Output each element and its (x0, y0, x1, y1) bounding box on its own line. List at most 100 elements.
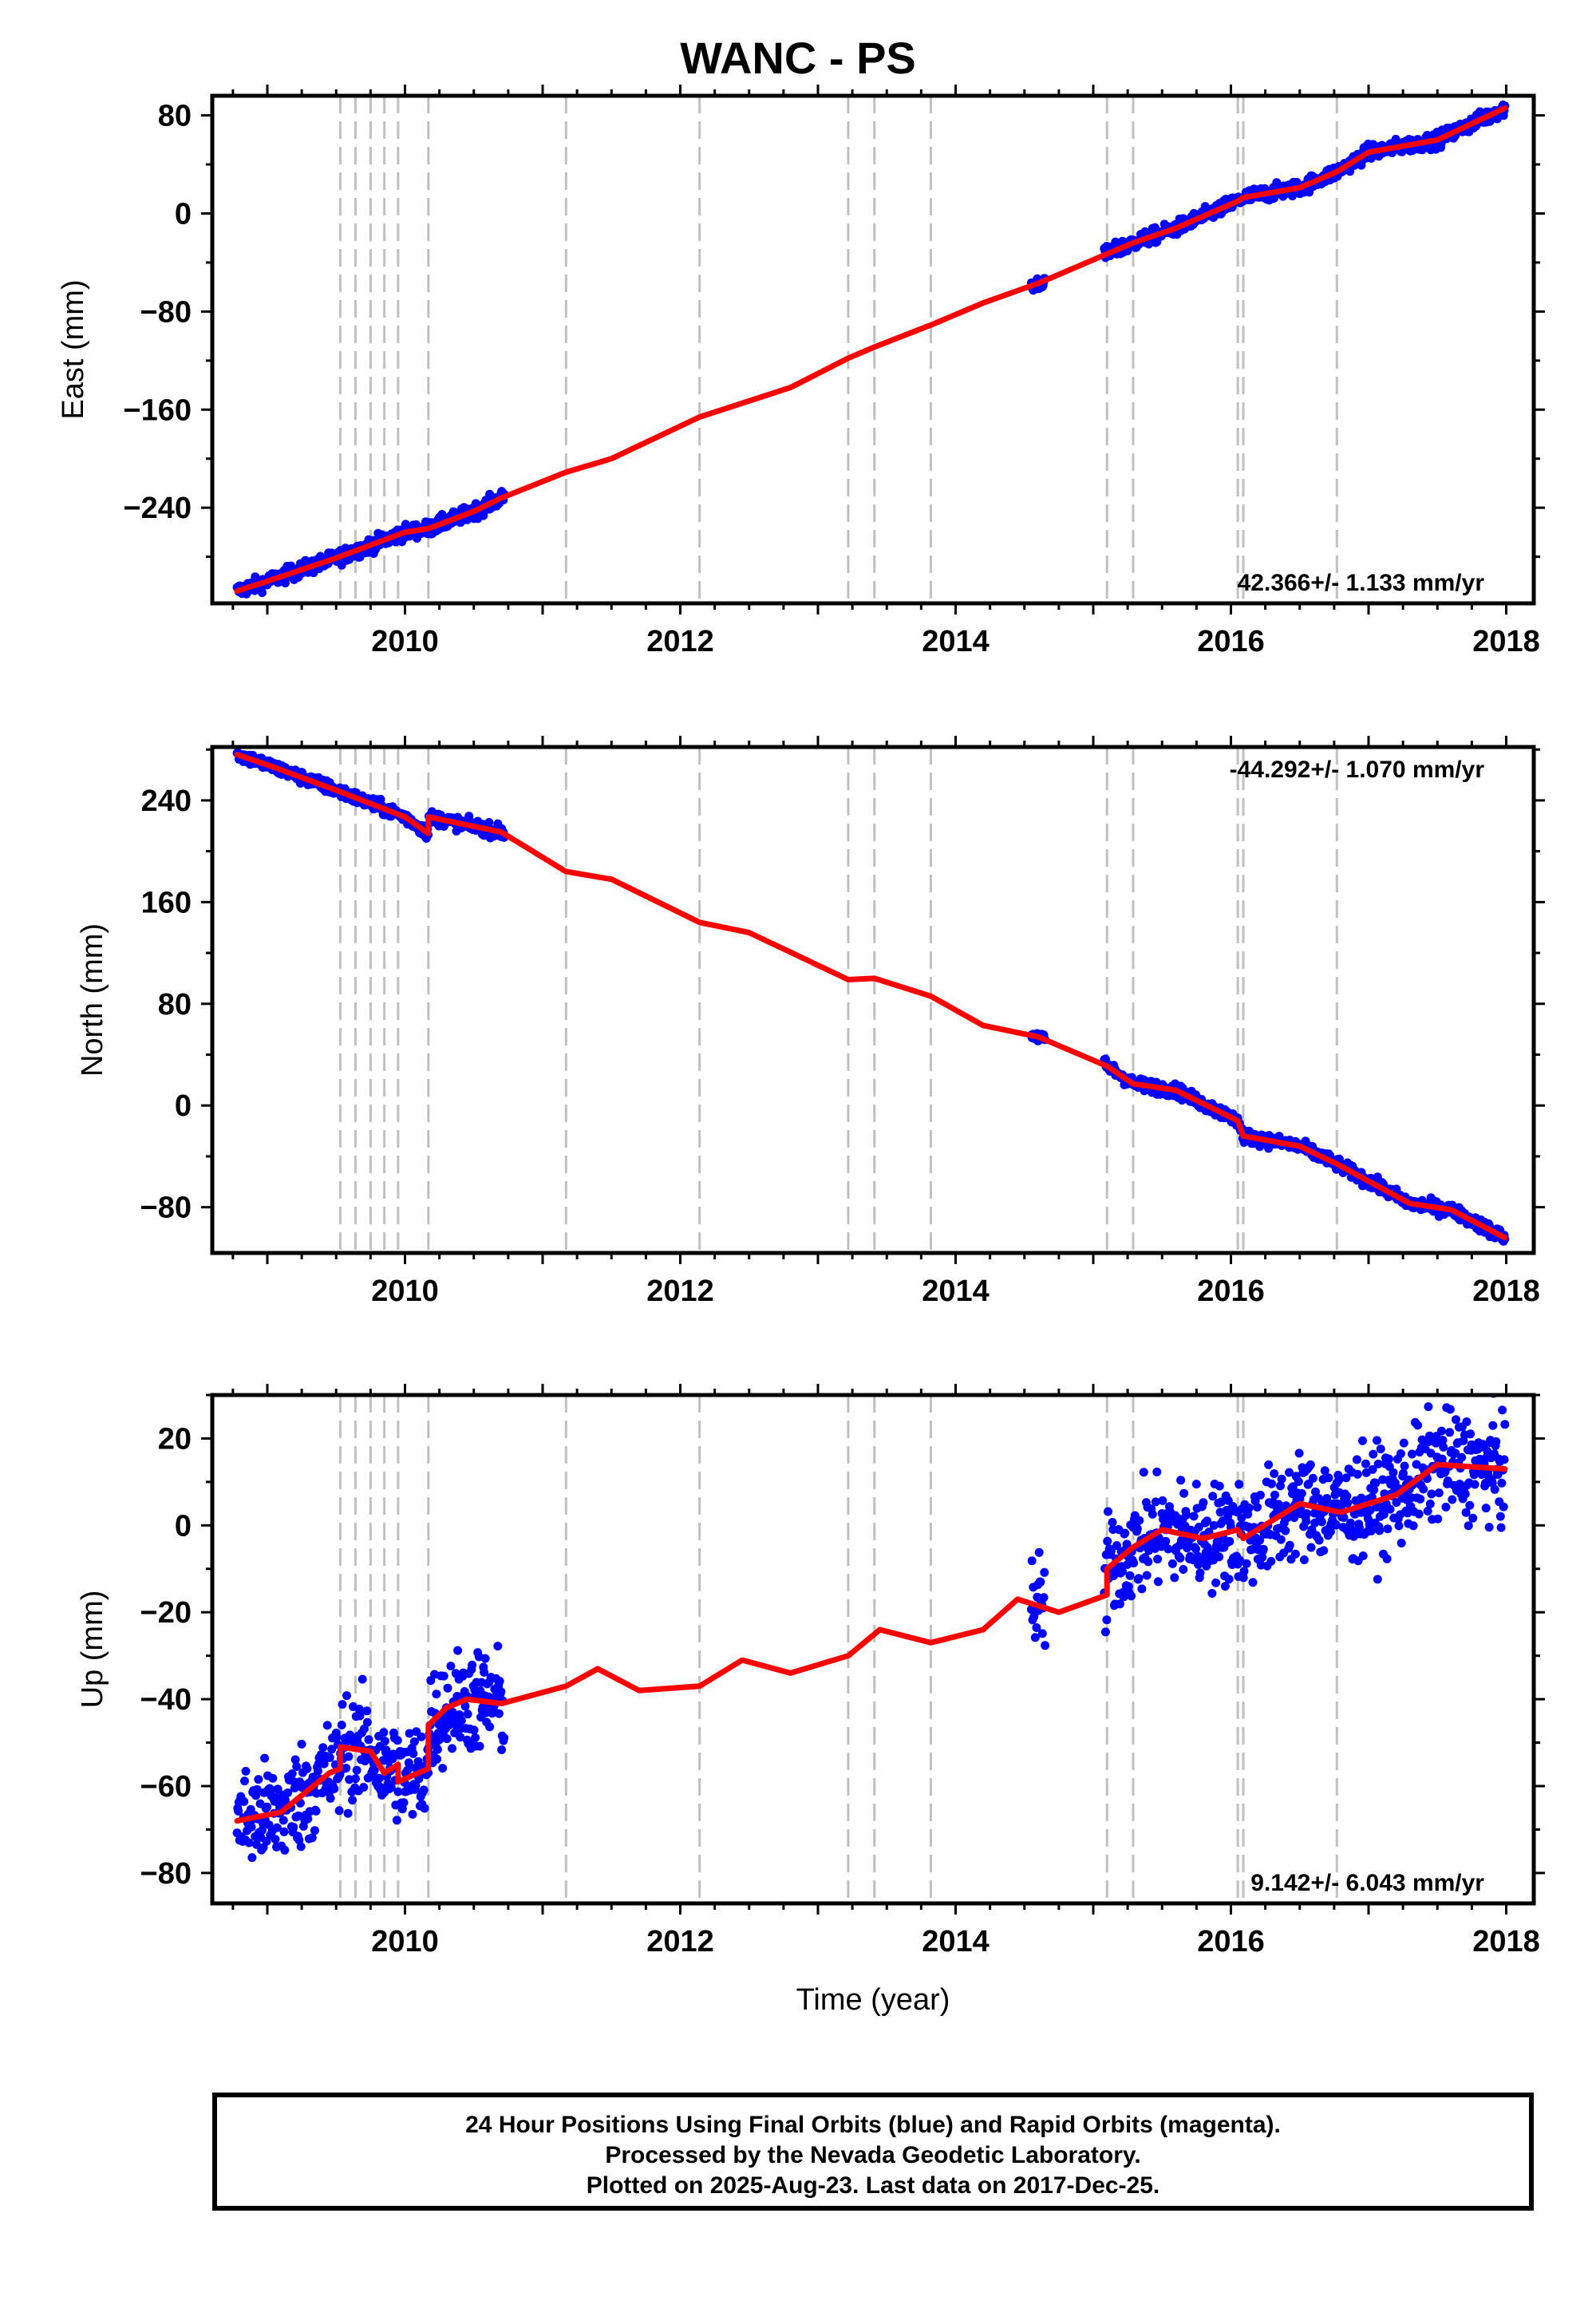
data-point (1457, 1452, 1467, 1462)
data-point (1137, 1584, 1147, 1594)
y-axis-label: North (mm) (76, 923, 109, 1077)
data-point (1267, 1479, 1276, 1488)
data-point (294, 1836, 304, 1845)
data-point (1285, 1468, 1294, 1477)
data-point (1423, 1506, 1432, 1516)
data-point (1361, 1459, 1370, 1468)
data-point (408, 1809, 417, 1819)
data-point (326, 1793, 335, 1803)
data-point (1427, 1489, 1436, 1499)
data-point (272, 1823, 282, 1832)
data-point (1369, 1485, 1379, 1495)
data-point (1357, 1493, 1366, 1503)
data-point (1500, 1420, 1510, 1429)
data-point (500, 1733, 509, 1742)
data-point (1496, 1523, 1506, 1532)
data-point (1382, 1554, 1392, 1563)
data-point (271, 1835, 280, 1844)
data-point (1419, 1484, 1428, 1494)
x-tick-label: 2012 (646, 625, 714, 658)
data-point (352, 1765, 361, 1775)
data-point (1416, 1494, 1425, 1504)
data-point (419, 1785, 429, 1795)
data-point (1285, 1540, 1294, 1550)
data-point (318, 1743, 328, 1753)
data-point (1281, 1526, 1290, 1535)
x-tick-label: 2018 (1472, 1275, 1540, 1308)
x-tick-label: 2016 (1197, 1275, 1265, 1308)
data-point (493, 1642, 503, 1651)
y-tick-label: 20 (158, 1422, 192, 1456)
data-point (409, 1737, 419, 1746)
data-point (1299, 1555, 1309, 1564)
y-tick-label: −20 (140, 1596, 192, 1630)
panel-up: 2010 2012 2014 2016 2018 20 0 −20 −40 −60 −80 Up (m… (76, 1384, 1545, 1958)
data-point (1244, 1504, 1254, 1512)
data-point (1040, 1567, 1049, 1577)
data-point (484, 818, 494, 827)
data-point (413, 1757, 423, 1766)
y-tick-label: −40 (140, 1683, 192, 1717)
data-point (1179, 1565, 1188, 1574)
data-point (1195, 1568, 1205, 1578)
data-point (432, 1690, 441, 1699)
data-point (258, 588, 267, 598)
data-point (1302, 1509, 1311, 1518)
data-point (354, 1704, 364, 1713)
data-point (463, 1709, 472, 1719)
data-point (1332, 1520, 1341, 1530)
data-point (1325, 1527, 1335, 1536)
data-point (364, 1735, 373, 1745)
y-tick-label: 160 (141, 886, 192, 919)
data-point (456, 1716, 466, 1725)
data-point (393, 1787, 403, 1796)
data-point (279, 1827, 289, 1836)
data-point (362, 1717, 372, 1727)
data-point (1414, 1509, 1424, 1519)
data-point (1490, 1484, 1499, 1494)
data-point (1408, 1449, 1416, 1459)
y-tick-label: 240 (141, 785, 192, 818)
data-point (294, 1811, 303, 1820)
data-point (258, 1825, 267, 1835)
caption-box: 24 Hour Positions Using Final Orbits (bl… (212, 2093, 1534, 2211)
data-point (1139, 1468, 1148, 1477)
data-point (1276, 1481, 1285, 1491)
data-point (1239, 1567, 1249, 1576)
data-point (1144, 1557, 1153, 1567)
data-point (1488, 1421, 1498, 1430)
data-point (1311, 1487, 1320, 1496)
data-point (1499, 1455, 1509, 1464)
x-tick-label: 2012 (646, 1925, 714, 1958)
data-point (460, 1701, 470, 1711)
data-point (359, 1783, 369, 1792)
data-point (1470, 1480, 1479, 1489)
data-point (369, 1766, 379, 1776)
data-point (283, 1788, 293, 1797)
data-point (1148, 1509, 1157, 1519)
data-point (1483, 1446, 1492, 1456)
x-tick-label: 2010 (371, 1925, 439, 1958)
data-point (1358, 1436, 1367, 1445)
data-point (399, 1798, 409, 1808)
data-point (1224, 1575, 1234, 1584)
y-tick-label: −240 (123, 492, 192, 525)
data-point (386, 1783, 396, 1792)
data-point (475, 1741, 484, 1751)
data-point (1324, 1473, 1333, 1483)
data-point (446, 1662, 456, 1671)
data-point (292, 1762, 302, 1771)
data-point (358, 1674, 367, 1684)
data-point (1302, 1516, 1311, 1526)
y-tick-label: −80 (140, 1857, 192, 1891)
data-point (1255, 1535, 1265, 1545)
data-point (1118, 1567, 1128, 1576)
plot-area-north (232, 747, 1510, 1253)
data-point (1413, 1421, 1423, 1430)
data-point (1027, 1556, 1037, 1566)
data-point (1208, 1492, 1218, 1501)
data-point (1276, 1535, 1286, 1544)
data-point (1207, 1589, 1217, 1598)
data-point (1242, 1559, 1251, 1568)
data-point (280, 1845, 290, 1855)
